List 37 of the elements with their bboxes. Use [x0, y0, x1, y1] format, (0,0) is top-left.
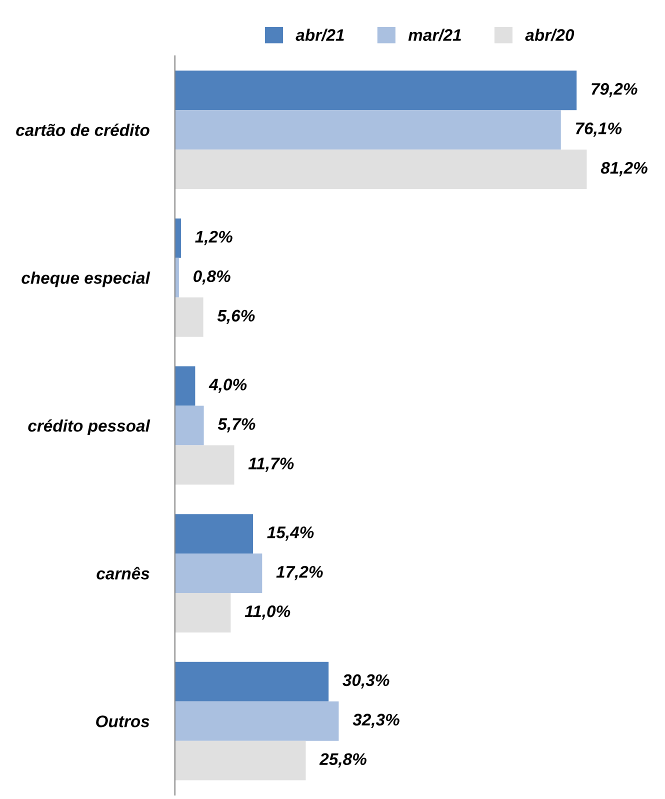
data-label: 30,3% — [342, 674, 390, 689]
bar — [174, 662, 329, 702]
data-label: 79,2% — [592, 83, 638, 98]
bar — [174, 445, 234, 485]
data-label: 5,6% — [217, 310, 255, 324]
data-label: 25,8% — [319, 753, 366, 768]
bar — [174, 740, 306, 780]
bar — [174, 297, 204, 337]
bar — [174, 110, 561, 150]
y-tick-label: Outros — [96, 716, 150, 728]
data-label: 81,2% — [600, 162, 648, 176]
data-label: 11,7% — [248, 458, 294, 472]
y-tick-label: cartão de crédito — [16, 124, 150, 136]
bar — [174, 514, 254, 554]
data-label: 17,2% — [276, 566, 323, 580]
legend-label: abr/21 — [296, 28, 344, 42]
data-label: 0,8% — [194, 270, 230, 285]
bar — [174, 593, 231, 632]
bar — [174, 406, 204, 446]
bar — [174, 218, 181, 258]
data-label: 4,0% — [208, 378, 247, 393]
bar — [174, 150, 587, 190]
bar — [174, 366, 196, 406]
bar — [174, 701, 339, 741]
data-label: 32,3% — [352, 714, 400, 728]
y-tick-label: crédito pessoal — [28, 419, 150, 436]
bar — [174, 554, 262, 594]
bar — [174, 70, 577, 110]
legend-label: abr/20 — [525, 28, 574, 42]
legend-label: mar/21 — [408, 28, 461, 42]
data-label: 15,4% — [267, 526, 314, 541]
y-tick-label: carnês — [96, 566, 150, 580]
y-tick-label: cheque especial — [22, 272, 150, 288]
data-label: 11,0% — [244, 605, 290, 620]
data-label: 5,7% — [218, 418, 256, 432]
data-label: 76,1% — [576, 122, 622, 137]
data-label: 1,2% — [195, 230, 232, 246]
